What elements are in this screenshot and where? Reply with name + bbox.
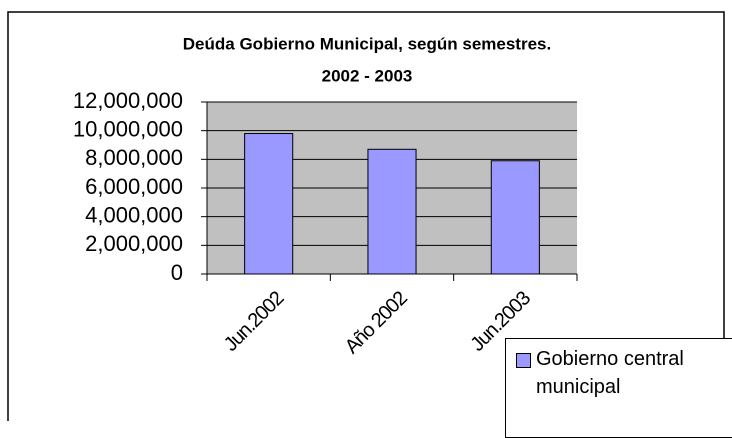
y-tick-label: 4,000,000	[85, 202, 183, 227]
bar	[367, 148, 417, 275]
chart: Deúda Gobierno Municipal, según semestre…	[7, 11, 725, 421]
bar	[244, 133, 294, 275]
chart-title: Deúda Gobierno Municipal, según semestre…	[183, 34, 551, 53]
chart-subtitle: 2002 - 2003	[322, 66, 413, 85]
y-tick-label: 10,000,000	[73, 116, 183, 141]
y-tick-label: 12,000,000	[73, 88, 183, 113]
y-tick-label: 2,000,000	[85, 231, 183, 256]
y-tick-label: 8,000,000	[85, 145, 183, 170]
page: Deúda Gobierno Municipal, según semestre…	[7, 11, 732, 438]
legend-label: Gobierno central municipal	[536, 348, 684, 398]
y-tick-label: 0	[171, 260, 183, 285]
legend: Gobierno central municipal	[505, 338, 732, 438]
y-tick-label: 6,000,000	[85, 174, 183, 199]
legend-swatch	[516, 353, 531, 368]
bar	[490, 160, 540, 275]
